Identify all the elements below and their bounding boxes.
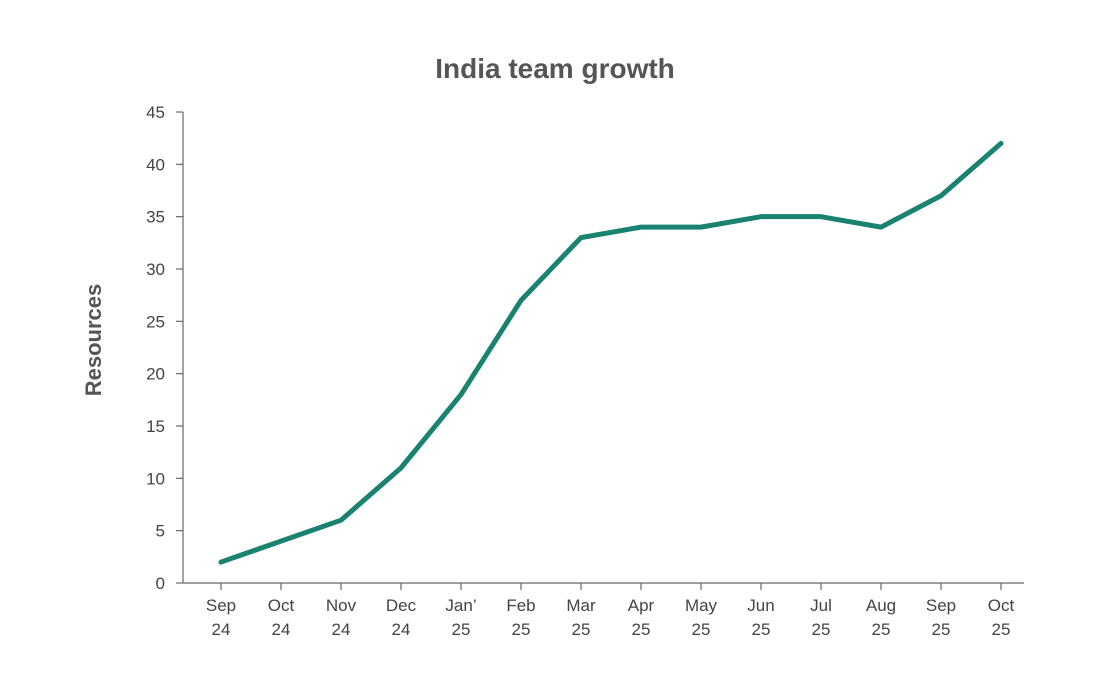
y-tick-label: 25	[146, 312, 165, 331]
x-tick-label: May	[685, 596, 718, 615]
x-tick-label: Oct	[988, 596, 1015, 615]
x-tick-label: Oct	[268, 596, 295, 615]
y-tick-label: 35	[146, 208, 165, 227]
x-tick-label: Dec	[386, 596, 417, 615]
x-tick-label: Sep	[206, 596, 236, 615]
x-tick-label: Sep	[926, 596, 956, 615]
x-tick-label-year: 24	[392, 620, 411, 639]
y-tick-label: 20	[146, 365, 165, 384]
x-tick-label-year: 25	[632, 620, 651, 639]
y-tick-label: 0	[156, 574, 165, 593]
x-tick-label-year: 25	[812, 620, 831, 639]
y-tick-label: 10	[146, 469, 165, 488]
y-tick-label: 30	[146, 260, 165, 279]
x-tick-label: Nov	[326, 596, 357, 615]
y-axis-ticks: 0 5 10 15 20 25 30 35 40 45	[146, 103, 183, 593]
x-tick-label-year: 25	[752, 620, 771, 639]
x-tick-label-year: 24	[272, 620, 291, 639]
y-tick-label: 5	[156, 522, 165, 541]
x-axis-ticks: Sep 24 Oct 24 Nov 24 Dec 24 Jan’ 25 Feb 25 Mar 25 Apr 2…	[206, 583, 1015, 639]
x-tick-label-year: 25	[872, 620, 891, 639]
x-tick-label-year: 25	[932, 620, 951, 639]
y-axis-label: Resources	[81, 284, 106, 397]
series-group	[218, 140, 1004, 565]
x-tick-label-year: 25	[452, 620, 471, 639]
chart-title: India team growth	[435, 53, 675, 84]
x-tick-label-year: 25	[512, 620, 531, 639]
series-line	[218, 140, 1004, 565]
x-tick-label: Jun	[747, 596, 774, 615]
y-tick-label: 40	[146, 155, 165, 174]
x-tick-label-year: 25	[692, 620, 711, 639]
x-tick-label: Jan’	[445, 596, 476, 615]
y-tick-label: 15	[146, 417, 165, 436]
x-tick-label-year: 24	[332, 620, 351, 639]
x-tick-label-year: 24	[212, 620, 231, 639]
x-tick-label: Aug	[866, 596, 896, 615]
x-tick-label: Apr	[628, 596, 655, 615]
x-tick-label-year: 25	[572, 620, 591, 639]
x-tick-label: Mar	[566, 596, 596, 615]
x-tick-label: Feb	[506, 596, 535, 615]
x-tick-label: Jul	[810, 596, 832, 615]
x-tick-label-year: 25	[992, 620, 1011, 639]
y-tick-label: 45	[146, 103, 165, 122]
